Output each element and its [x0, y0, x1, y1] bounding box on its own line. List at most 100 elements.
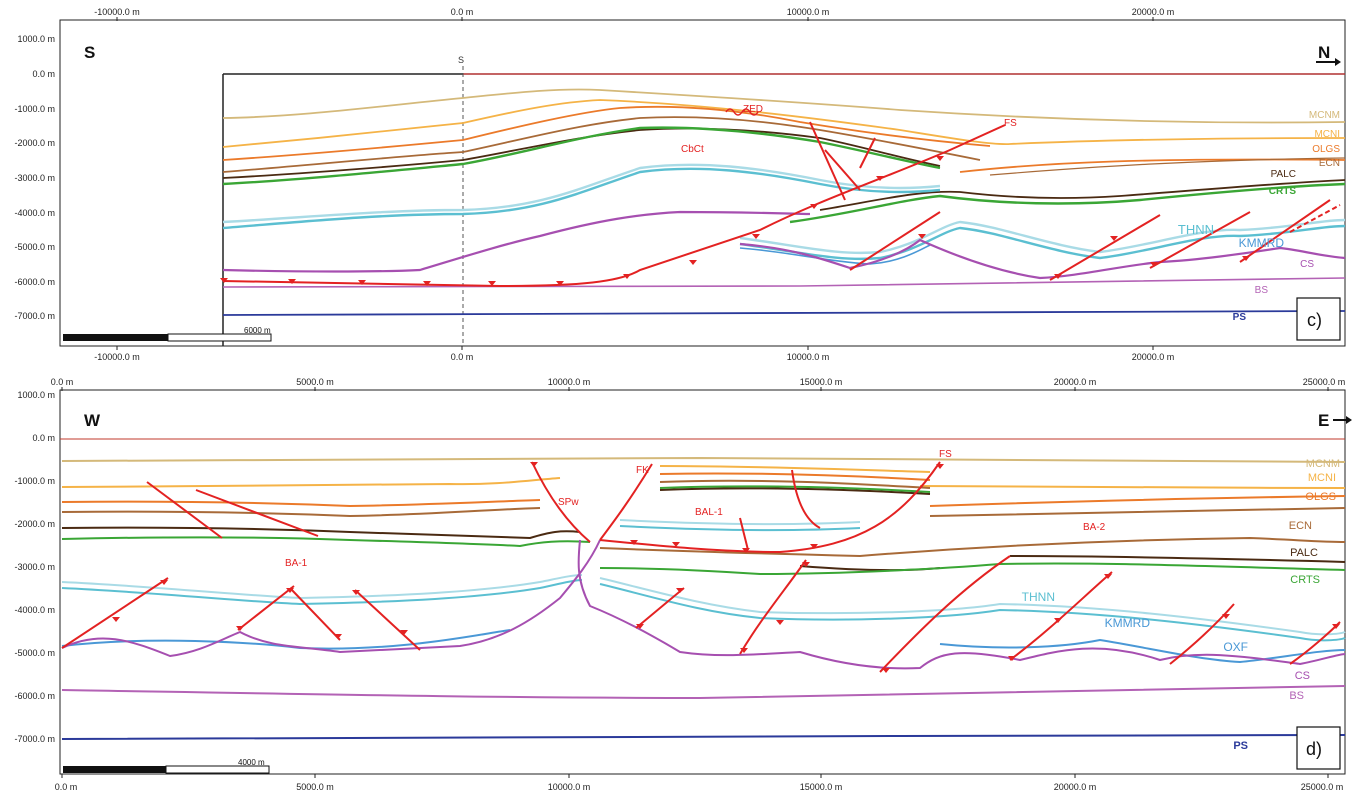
panel-c-top-tick: 20000.0 m: [1132, 7, 1175, 17]
fault-thrust: [879, 555, 1011, 673]
label-fs: FS: [939, 449, 952, 460]
fault-splay-1: [809, 121, 846, 201]
panel-c-scale-bar: 6000 m: [63, 326, 272, 342]
horizon-thnn: [61, 525, 1346, 642]
label-mcni: MCNI: [1308, 472, 1336, 484]
label-mcni: MCNI: [1314, 129, 1340, 140]
horizon-ps: [222, 310, 1346, 316]
label-ecn: ECN: [1289, 520, 1312, 532]
horizon-cs: [61, 539, 1346, 670]
panel-c-bottom-tick: 0.0 m: [451, 352, 474, 362]
panel-d-top-tick: 25000.0 m: [1303, 377, 1346, 387]
horizon-thnn-right: [739, 224, 1346, 261]
label-mcnm: MCNM: [1306, 458, 1340, 470]
fault-thrust: [1009, 571, 1113, 661]
panel-d-frame: [59, 389, 1346, 775]
panel-c-direction-right: N: [1318, 43, 1330, 62]
label-fs: FS: [1004, 118, 1017, 129]
section-marker: S: [458, 55, 464, 65]
horizon-crts: [222, 126, 941, 186]
panel-d-y-tick: -7000.0 m: [14, 734, 55, 744]
panel-c: -10000.0 m 0.0 m 10000.0 m 20000.0 m -10…: [14, 7, 1346, 362]
fault-ba1-splay-2: [195, 489, 319, 537]
label-crts: CRTS: [1269, 186, 1297, 197]
fault-thrust: [354, 589, 421, 651]
label-palc: PALC: [1290, 547, 1318, 559]
horizon-cs-right: [739, 238, 1346, 280]
fault-ba1-splay-1: [146, 481, 223, 539]
zed-squiggle: [725, 108, 759, 116]
horizon-cs: [222, 210, 811, 273]
panel-d-bottom-tick: 0.0 m: [55, 782, 78, 792]
fault-thrust: [1169, 603, 1235, 665]
panel-d-direction-right: E: [1318, 411, 1329, 430]
label-cbct: CbCt: [681, 144, 704, 155]
label-bal1: BAL-1: [695, 507, 723, 518]
svg-text:4000 m: 4000 m: [238, 758, 265, 767]
horizon-mcni: [61, 465, 1346, 489]
arrow-right-icon: [1316, 58, 1341, 66]
label-cs: CS: [1295, 670, 1310, 682]
fault-thrust-1: [849, 211, 941, 271]
fault-splay-2: [824, 149, 861, 191]
label-olgs: OLGS: [1312, 144, 1340, 155]
horizon-ecn: [61, 479, 1346, 558]
panel-d: 0.0 m 5000.0 m 10000.0 m 15000.0 m 20000…: [14, 377, 1352, 792]
panel-d-top-tick: 20000.0 m: [1054, 377, 1097, 387]
panel-d-top-tick: 5000.0 m: [296, 377, 334, 387]
horizon-olgs: [61, 472, 1346, 508]
panel-c-top-tick: 0.0 m: [451, 7, 474, 17]
fault-thrust-2: [1049, 214, 1161, 281]
panel-c-top-tick: 10000.0 m: [787, 7, 830, 17]
panel-c-corner-label: c): [1307, 310, 1322, 330]
panel-d-y-tick: -6000.0 m: [14, 691, 55, 701]
panel-d-top-tick: 0.0 m: [51, 377, 74, 387]
panel-c-bottom-tick: 20000.0 m: [1132, 352, 1175, 362]
panel-c-corner-box: [1296, 297, 1341, 341]
label-zed: ZED: [743, 104, 763, 115]
panel-d-bottom-tick: 15000.0 m: [800, 782, 843, 792]
panel-d-y-tick: -5000.0 m: [14, 648, 55, 658]
fault-thrust: [61, 577, 169, 649]
fault-bal1-splay: [739, 517, 749, 551]
label-mcnm: MCNM: [1309, 110, 1340, 121]
arrow-right-icon: [1333, 416, 1352, 424]
horizon-ps: [61, 734, 1346, 740]
panel-c-y-tick: -4000.0 m: [14, 208, 55, 218]
horizon-thnn-light: [61, 519, 1346, 636]
panel-c-y-tick: -1000.0 m: [14, 104, 55, 114]
label-kmmrd: KMMRD: [1239, 236, 1285, 250]
panel-d-bottom-tick: 10000.0 m: [548, 782, 591, 792]
horizon-crts-right: [789, 182, 1346, 224]
panel-c-y-tick: -7000.0 m: [14, 311, 55, 321]
panel-c-y-tick: -2000.0 m: [14, 138, 55, 148]
fault-bal1: [599, 461, 941, 554]
fault-thrust: [289, 587, 341, 641]
panel-c-y-tick: -3000.0 m: [14, 173, 55, 183]
label-thnn: THNN: [1022, 590, 1055, 604]
fault-fk: [599, 463, 653, 541]
label-ps: PS: [1233, 740, 1248, 752]
horizon-mcnm: [61, 456, 1346, 463]
horizon-bs: [222, 277, 1346, 289]
label-ba1: BA-1: [285, 558, 308, 569]
horizon-thnn-right-light: [739, 218, 1346, 255]
panel-c-bottom-tick: 10000.0 m: [787, 352, 830, 362]
panel-d-bottom-tick: 20000.0 m: [1054, 782, 1097, 792]
horizon-thnn: [222, 167, 941, 230]
panel-d-direction-left: W: [84, 411, 101, 430]
horizon-palc-right: [819, 179, 1346, 211]
label-olgs: OLGS: [1305, 491, 1336, 503]
panel-d-y-tick: -3000.0 m: [14, 562, 55, 572]
svg-text:6000 m: 6000 m: [244, 326, 271, 335]
panel-c-y-tick: 0.0 m: [32, 69, 55, 79]
panel-d-y-tick: 1000.0 m: [17, 390, 55, 400]
panel-d-y-tick: 0.0 m: [32, 433, 55, 443]
fault-thrust: [237, 585, 295, 631]
fault-splay-3: [859, 137, 876, 169]
panel-d-top-tick: 10000.0 m: [548, 377, 591, 387]
horizon-thnn-light: [222, 163, 941, 224]
detachment-fault: [222, 124, 1006, 288]
label-palc: PALC: [1271, 169, 1296, 180]
horizon-ecn: [222, 116, 981, 173]
